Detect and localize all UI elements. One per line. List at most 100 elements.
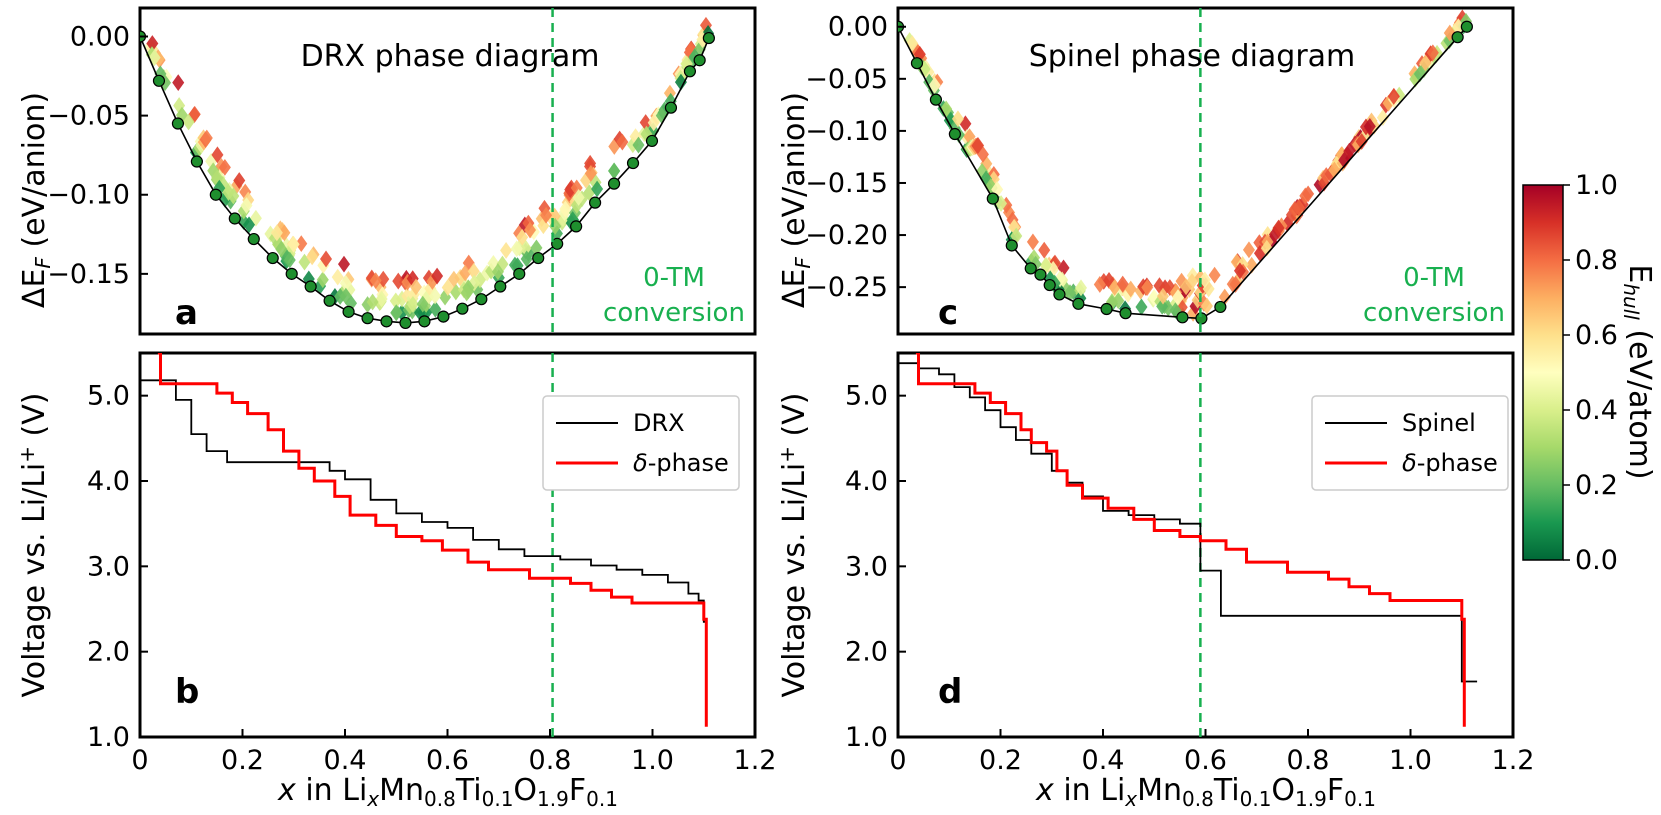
diamond-point-a	[339, 287, 352, 305]
diamond-point-a	[467, 262, 480, 280]
diamond-point-c	[1105, 293, 1118, 311]
diamond-point-a	[591, 180, 604, 198]
diamond-point-a	[421, 288, 434, 306]
colorbar-tick-label: 0.4	[1575, 395, 1618, 426]
marks-c	[898, 8, 1473, 334]
diamond-point-c	[1180, 278, 1193, 296]
hull-point-a	[266, 251, 279, 265]
hull-point-c	[1100, 302, 1113, 316]
xtick-label-b: 0.8	[529, 745, 572, 776]
panel-b: 1.0 2.0 3.0 4.0 5.0 0 0.2 0.4 0.6 0.8 1.0 1.2 b DRX…	[15, 351, 776, 811]
hull-point-a	[171, 117, 185, 130]
diamond-point-a	[523, 221, 536, 239]
ytick-label-c: −0.15	[805, 168, 888, 199]
ytick-label-a: −0.10	[47, 180, 130, 211]
diamond-point-c	[1093, 276, 1106, 293]
legend-d: Spinel δ-phase	[1311, 395, 1509, 491]
hull-point-c	[1451, 31, 1464, 44]
ytick-label-d: 1.0	[845, 722, 888, 753]
hull-point-a	[209, 188, 222, 201]
ytick-label-b: 1.0	[87, 722, 130, 753]
ytick-label-d: 5.0	[845, 381, 888, 412]
diamond-point-c	[1054, 270, 1067, 288]
diamond-point-a	[339, 274, 352, 292]
xtick-label-b: 0.6	[426, 745, 469, 776]
diamond-point-c	[1387, 88, 1400, 105]
diamond-point-a	[426, 273, 439, 290]
diamond-point-a	[211, 146, 224, 164]
diamond-point-c	[1175, 298, 1188, 316]
diamond-point-a	[274, 220, 287, 238]
diamond-point-a	[584, 165, 597, 182]
diamond-point-a	[680, 55, 693, 73]
diamond-point-c	[1355, 133, 1368, 150]
diamond-point-c	[1156, 297, 1169, 315]
diamond-point-c	[1382, 94, 1395, 112]
diamond-point-c	[1075, 279, 1088, 297]
colorbar-tick-label: 0.6	[1575, 320, 1618, 351]
ytick-label-d: 3.0	[845, 551, 888, 582]
diamond-point-a	[218, 159, 231, 176]
series-line-b-phase	[157, 353, 708, 727]
hull-point-a	[399, 316, 412, 330]
legend-label-drx: DRX	[633, 409, 685, 437]
ticks-c: 0.00 −0.05 −0.10 −0.15 −0.20 −0.25	[805, 12, 906, 303]
hull-point-c	[1043, 278, 1056, 292]
ytick-label-d: 4.0	[845, 466, 888, 497]
ytick-label-d: 2.0	[845, 637, 888, 668]
legend-label-spinel: Spinel	[1402, 409, 1476, 437]
diamond-point-a	[447, 270, 460, 288]
diamond-point-a	[459, 264, 472, 282]
xtick-label-d: 0.4	[1082, 745, 1125, 776]
diamond-point-c	[1456, 9, 1469, 27]
diamond-point-c	[1112, 292, 1125, 310]
diamond-point-c	[1229, 276, 1242, 293]
panel-label-b: b	[175, 672, 199, 712]
diamond-point-a	[496, 255, 509, 273]
xlabel-d: x in LixMn0.8Ti0.1O1.9F0.1	[1035, 773, 1376, 811]
diamond-point-a	[559, 200, 572, 218]
ytick-label-c: −0.05	[805, 64, 888, 95]
diamond-point-a	[572, 189, 585, 206]
diamond-point-a	[302, 270, 315, 288]
panel-label-c: c	[938, 293, 958, 333]
diamond-point-a	[549, 217, 562, 235]
diamond-point-a	[331, 268, 344, 286]
diamond-point-c	[1200, 297, 1213, 315]
panel-label-d: d	[938, 672, 962, 712]
diamond-point-a	[146, 35, 159, 52]
diamond-point-a	[416, 295, 429, 313]
xtick-label-b: 0.2	[221, 745, 264, 776]
diamond-point-c	[1260, 239, 1273, 257]
diamond-point-c	[1419, 54, 1432, 72]
hull-point-a	[285, 267, 298, 280]
diamond-point-c	[1208, 266, 1221, 284]
diamond-point-a	[182, 113, 195, 131]
diamond-point-a	[491, 263, 504, 281]
diamond-point-c	[928, 76, 941, 94]
diamond-point-a	[473, 271, 486, 289]
diamond-point-c	[976, 163, 989, 180]
hull-point-a	[361, 312, 374, 325]
panel-d: 1.0 2.0 3.0 4.0 5.0 0 0.2 0.4 0.6 0.8 1.0 1.2 d Spi…	[775, 351, 1535, 811]
hull-point-c	[948, 127, 961, 141]
hull-point-a	[418, 315, 431, 328]
xtick-label-d: 1.2	[1492, 745, 1535, 776]
diamond-point-a	[172, 74, 185, 91]
hull-point-a	[532, 251, 545, 265]
hull-point-a	[323, 294, 336, 307]
hull-point-c	[1119, 307, 1132, 320]
diamond-point-a	[374, 278, 387, 296]
diamond-point-a	[213, 179, 226, 197]
colorbar-tick-label: 0.0	[1575, 545, 1618, 576]
hull-point-a	[475, 293, 488, 306]
diamond-point-c	[995, 195, 1008, 212]
ytick-label-c: −0.10	[805, 116, 888, 147]
xtick-label-d: 1.0	[1389, 745, 1432, 776]
hull-point-c	[1460, 20, 1473, 33]
ytick-label-c: −0.25	[805, 272, 888, 303]
hull-point-c	[986, 192, 999, 205]
diamond-point-a	[343, 281, 356, 299]
title-c: Spinel phase diagram	[1029, 39, 1356, 74]
